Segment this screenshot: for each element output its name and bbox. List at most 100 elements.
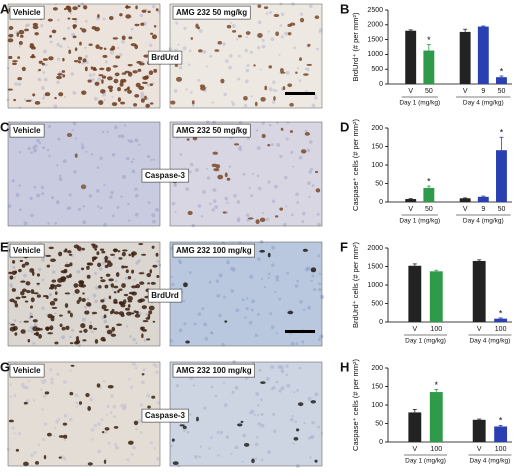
nucleus (211, 208, 215, 212)
nucleus (107, 441, 111, 445)
nucleus (86, 297, 90, 301)
stained-cell (35, 460, 39, 465)
nucleus (188, 49, 192, 53)
stained-cell (94, 339, 99, 344)
nucleus (20, 382, 25, 387)
bar (405, 199, 417, 202)
nucleus (69, 12, 73, 15)
stained-cell (97, 262, 102, 268)
stained-cell (138, 242, 144, 246)
nucleus (49, 294, 53, 297)
nucleus (317, 425, 321, 429)
nucleus (62, 456, 67, 461)
nucleus (225, 435, 230, 439)
nucleus (298, 79, 302, 83)
image-label-box (9, 243, 45, 258)
nucleus (311, 420, 315, 425)
nucleus (56, 80, 60, 84)
stained-cell (69, 391, 74, 396)
stain-label-box (141, 408, 189, 423)
stained-cell (133, 420, 139, 426)
x-tick-label: 9 (481, 88, 485, 95)
nucleus (292, 442, 295, 445)
stained-cell (198, 49, 203, 53)
stained-cell (58, 435, 65, 438)
nucleus (126, 458, 130, 462)
nucleus (156, 259, 160, 263)
stained-cell (147, 10, 151, 14)
nucleus (197, 312, 202, 317)
stained-cell (295, 71, 298, 74)
nucleus (151, 213, 156, 218)
x-tick-label: 100 (495, 326, 507, 333)
stained-cell (104, 284, 109, 289)
stained-cell (119, 301, 125, 306)
nucleus (296, 389, 299, 392)
stained-cell (51, 306, 58, 309)
nucleus (82, 317, 86, 322)
nucleus (47, 222, 50, 225)
nucleus (99, 386, 102, 389)
nucleus (275, 278, 280, 282)
stained-cell (82, 339, 87, 342)
stained-cell (66, 133, 73, 138)
y-axis-label: Caspase⁺ cells (# per mm²) (351, 119, 360, 211)
stained-cell (125, 269, 129, 274)
image-label: AMG 232 100 mg/kg (176, 366, 252, 375)
stained-cell (304, 132, 310, 136)
stained-cell (67, 310, 71, 314)
nucleus (144, 312, 148, 316)
stained-cell (90, 66, 94, 70)
stained-cell (57, 73, 63, 76)
stained-cell (58, 92, 64, 97)
nucleus (250, 308, 254, 312)
nucleus (121, 39, 125, 44)
stained-cell (109, 88, 113, 93)
stained-cell (70, 364, 75, 367)
nucleus (279, 24, 283, 27)
nucleus (131, 445, 136, 450)
stained-cell (141, 9, 147, 13)
nucleus (230, 100, 234, 104)
stained-cell (110, 283, 114, 288)
stained-cell (260, 381, 266, 385)
stained-cell (217, 174, 224, 180)
stained-cell (130, 43, 137, 47)
stained-cell (67, 17, 71, 20)
nucleus (294, 420, 298, 424)
stained-cell (134, 23, 140, 27)
nucleus (80, 2, 85, 7)
nucleus (189, 162, 194, 167)
stained-cell (84, 310, 90, 315)
nucleus (157, 263, 162, 267)
nucleus (72, 293, 75, 296)
stained-cell (196, 416, 199, 422)
stained-cell (73, 341, 79, 345)
nucleus (256, 174, 260, 178)
stained-cell (78, 60, 81, 64)
nucleus (63, 413, 68, 418)
stained-cell (76, 300, 80, 304)
x-tick-label: 50 (425, 88, 433, 95)
stained-cell (74, 47, 78, 52)
nucleus (228, 165, 232, 168)
nucleus (97, 77, 102, 82)
nucleus (269, 312, 273, 316)
nucleus (139, 13, 144, 18)
stained-cell (299, 57, 303, 61)
nucleus (149, 43, 153, 47)
stained-cell (74, 289, 80, 294)
nucleus (234, 385, 239, 390)
stained-cell (100, 299, 105, 303)
nucleus (130, 453, 134, 456)
stained-cell (62, 37, 66, 40)
nucleus (15, 192, 20, 197)
nucleus (106, 404, 110, 408)
stained-cell (38, 334, 42, 339)
nucleus (129, 385, 134, 389)
stained-cell (98, 74, 104, 77)
stained-cell (112, 65, 118, 68)
stained-cell (69, 342, 74, 345)
nucleus (37, 443, 41, 446)
stained-cell (171, 438, 175, 442)
